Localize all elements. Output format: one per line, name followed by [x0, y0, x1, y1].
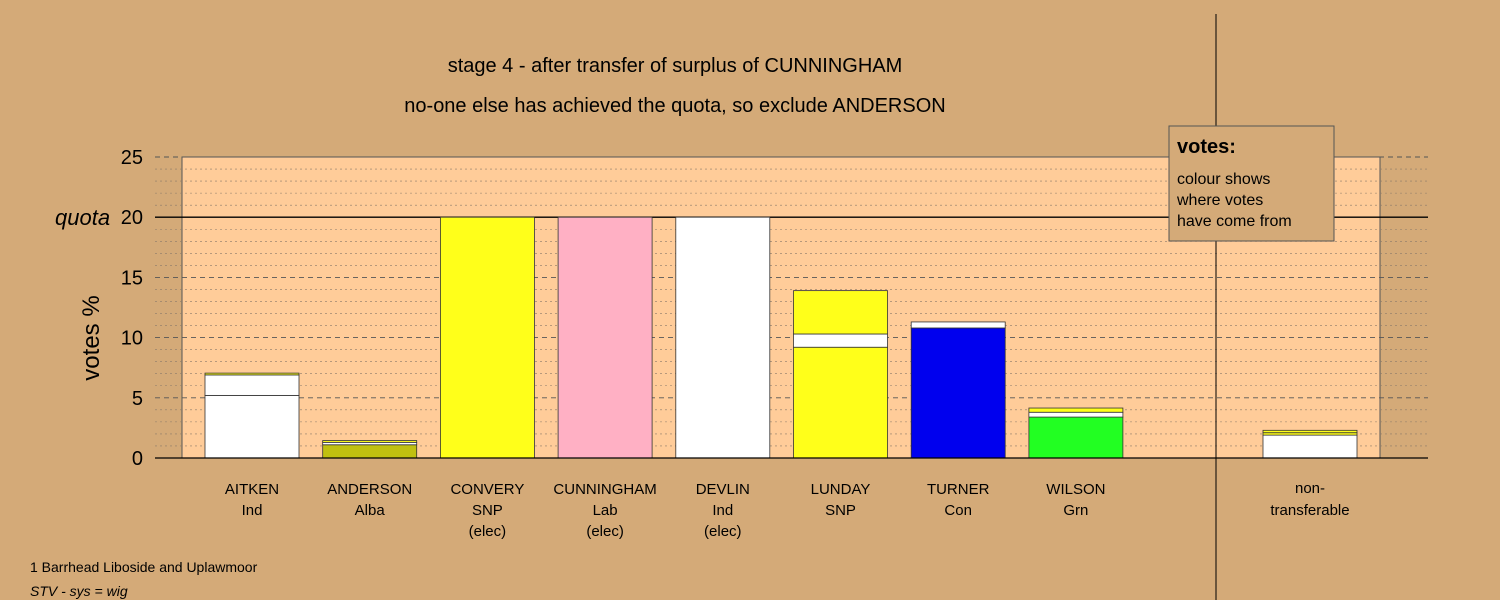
category-label: (elec) [704, 523, 742, 540]
bar-aitken-segment [204, 374, 300, 396]
y-tick-label: 0 [132, 448, 143, 470]
category-label: Con [944, 502, 972, 519]
legend-line-2: where votes [1176, 192, 1263, 209]
chart-subtitle: no-one else has achieved the quota, so e… [404, 95, 945, 117]
category-label: WILSON [1046, 481, 1105, 498]
bar-devlin-segment [675, 216, 771, 459]
legend-title: votes: [1177, 136, 1236, 158]
category-label: (elec) [469, 523, 507, 540]
category-label: LUNDAY [811, 481, 871, 498]
bar-convery-segment [439, 216, 535, 459]
legend-box [1168, 125, 1335, 242]
legend: votes: colour shows where votes have com… [1168, 125, 1335, 242]
bar-turner-segment [910, 327, 1006, 459]
nontransferable-label: transferable [1270, 502, 1349, 519]
bar-nontransferable-segment [1262, 434, 1358, 459]
category-label: CUNNINGHAM [553, 481, 656, 498]
category-label: AITKEN [225, 481, 279, 498]
bar-anderson-segment [322, 440, 418, 443]
bar-wilson-segment [1028, 416, 1124, 459]
bar-turner-segment [910, 321, 1006, 329]
category-label: ANDERSON [327, 481, 412, 498]
bar-wilson-segment [1028, 411, 1124, 418]
bar-aitken-segment [204, 394, 300, 459]
bar-cunningham-segment [557, 216, 653, 459]
y-tick-label: 15 [121, 267, 143, 289]
legend-line-1: colour shows [1177, 171, 1270, 188]
footer-ward: 1 Barrhead Liboside and Uplawmoor [30, 559, 258, 575]
y-tick-label: 25 [121, 147, 143, 169]
nontransferable-label: non- [1295, 480, 1325, 497]
category-labels: AITKEN Ind ANDERSON Alba CONVERY SNP (elec) CUN… [225, 480, 1350, 540]
bar-anderson-segment [322, 444, 418, 459]
bar-wilson-segment [1028, 407, 1124, 413]
bar-nontransferable-segment [1262, 429, 1358, 434]
legend-line-3: have come from [1177, 213, 1292, 230]
bar-lunday-segment [793, 290, 888, 335]
bar-lunday-segment [793, 346, 888, 459]
y-axis-label: votes % [78, 295, 105, 380]
category-label: SNP [825, 502, 856, 519]
category-label: DEVLIN [696, 481, 750, 498]
bar-lunday-segment [793, 333, 888, 348]
quota-label: quota [55, 205, 110, 230]
category-label: SNP [472, 502, 503, 519]
y-tick-label: 20 [121, 207, 143, 229]
category-label: (elec) [586, 523, 624, 540]
y-tick-label: 10 [121, 328, 143, 350]
y-tick-label: 5 [132, 388, 143, 410]
category-label: CONVERY [450, 481, 524, 498]
category-label: Ind [712, 502, 733, 519]
category-label: Lab [593, 502, 618, 519]
footer-system: STV - sys = wig [30, 583, 128, 599]
category-label: TURNER [927, 481, 990, 498]
chart-title: stage 4 - after transfer of surplus of C… [448, 55, 903, 77]
category-label: Alba [355, 502, 386, 519]
y-axis-ticks: 0 5 10 15 20 25 [121, 147, 143, 470]
bar-aitken-segment [204, 372, 300, 376]
category-label: Grn [1063, 502, 1088, 519]
category-label: Ind [242, 502, 263, 519]
